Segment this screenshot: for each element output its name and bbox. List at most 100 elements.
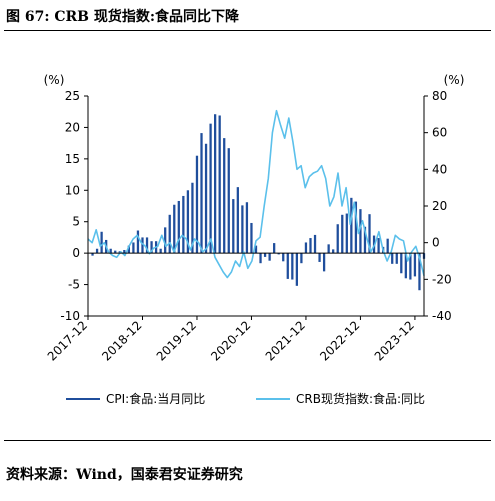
cpi-bar xyxy=(218,115,221,254)
cpi-bar xyxy=(254,245,258,254)
cpi-bar xyxy=(395,253,398,264)
cpi-bar xyxy=(409,253,412,280)
x-tick-label: 2017-12 xyxy=(45,318,90,363)
cpi-bar xyxy=(136,230,140,254)
footer-rule xyxy=(4,440,491,441)
cpi-bar xyxy=(304,242,308,254)
cpi-bar xyxy=(341,214,344,254)
cpi-bar xyxy=(132,242,135,254)
cpi-bar-series xyxy=(91,114,426,291)
cpi-bar xyxy=(200,133,203,254)
right-tick-label: 80 xyxy=(432,89,447,103)
crb-line xyxy=(87,109,425,279)
cpi-bar xyxy=(245,202,249,254)
cpi-bar xyxy=(173,204,176,254)
cpi-bar xyxy=(322,253,326,272)
cpi-bar xyxy=(345,213,348,254)
left-axis-ticks: -10 -5 0 5 10 15 20 25 xyxy=(60,89,88,323)
legend-item-crb: CRB现货指数:食品:同比 xyxy=(256,390,425,407)
legend-label-crb: CRB现货指数:食品:同比 xyxy=(296,392,426,406)
cpi-bar xyxy=(268,253,271,261)
x-tick-label: 2020-12 xyxy=(208,318,253,363)
x-tick-label: 2022-12 xyxy=(317,318,362,363)
cpi-bar xyxy=(263,253,267,257)
crb-line-series xyxy=(87,109,425,279)
cpi-bar xyxy=(227,148,230,254)
cpi-bar xyxy=(195,155,199,254)
cpi-bar xyxy=(123,250,126,254)
right-tick-label: 60 xyxy=(432,126,447,140)
cpi-bar xyxy=(404,253,407,279)
cpi-bar xyxy=(332,249,335,254)
cpi-bar xyxy=(182,195,185,254)
cpi-bar xyxy=(368,214,371,254)
x-tick-label: 2021-12 xyxy=(263,318,308,363)
x-tick-label: 2023-12 xyxy=(372,318,417,363)
cpi-bar xyxy=(291,253,294,280)
cpi-bar xyxy=(186,190,190,254)
cpi-bar xyxy=(300,253,303,264)
left-tick-label: 25 xyxy=(65,89,80,103)
cpi-bar xyxy=(191,182,194,254)
x-axis-ticks: 2017-12 2018-12 2019-12 2020-12 2021-12 2022-… xyxy=(45,316,417,364)
cpi-bar xyxy=(241,205,244,254)
cpi-bar xyxy=(273,243,276,254)
cpi-bar xyxy=(259,253,262,264)
cpi-bar xyxy=(354,201,358,254)
figure-title: 图 67: CRB 现货指数:食品同比下降 xyxy=(6,9,240,25)
cpi-bar xyxy=(127,245,130,254)
cpi-bar xyxy=(418,253,421,291)
cpi-bar xyxy=(209,123,212,254)
left-tick-label: 15 xyxy=(65,152,80,166)
cpi-bar xyxy=(277,253,280,255)
left-tick-label: 20 xyxy=(65,120,80,134)
cpi-bar xyxy=(327,244,330,254)
cpi-bar xyxy=(177,200,180,254)
cpi-bar xyxy=(100,231,103,254)
legend-swatch-crb xyxy=(256,397,290,400)
left-axis-unit: (%) xyxy=(44,73,65,87)
x-tick-label: 2019-12 xyxy=(154,318,199,363)
right-tick-label: 0 xyxy=(432,236,440,250)
legend-label-cpi: CPI:食品:当月同比 xyxy=(106,392,206,406)
cpi-bar xyxy=(141,237,144,254)
left-tick-label: -10 xyxy=(60,309,80,323)
source-note: 资料来源：Wind，国泰君安证券研究 xyxy=(6,467,243,483)
cpi-bar xyxy=(223,138,226,254)
cpi-bar xyxy=(359,209,362,254)
cpi-bar xyxy=(309,238,312,254)
cpi-bar xyxy=(391,253,394,264)
cpi-bar xyxy=(109,248,112,254)
cpi-bar xyxy=(168,214,171,254)
cpi-bar xyxy=(91,253,94,256)
left-tick-label: 5 xyxy=(72,215,80,229)
right-axis-unit: (%) xyxy=(444,73,465,87)
cpi-bar xyxy=(295,253,298,286)
cpi-bar xyxy=(236,187,239,254)
cpi-bar xyxy=(159,248,162,254)
cpi-bar xyxy=(214,114,217,254)
cpi-bar xyxy=(350,197,353,254)
cpi-bar xyxy=(95,248,99,254)
cpi-bar xyxy=(114,250,117,254)
legend: CPI:食品:当月同比 CRB现货指数:食品:同比 xyxy=(0,390,495,410)
cpi-bar xyxy=(286,253,289,279)
cpi-bar xyxy=(377,238,380,254)
left-tick-label: -5 xyxy=(68,278,80,292)
cpi-bar xyxy=(204,143,208,254)
x-tick-label: 2018-12 xyxy=(99,318,144,363)
cpi-bar xyxy=(250,222,253,254)
right-tick-label: -20 xyxy=(432,272,452,286)
left-tick-label: 0 xyxy=(72,246,80,260)
cpi-bar xyxy=(386,238,389,254)
cpi-bar xyxy=(318,253,321,262)
title-rule xyxy=(4,30,491,31)
left-tick-label: 10 xyxy=(65,183,80,197)
right-tick-label: -40 xyxy=(432,309,452,323)
cpi-bar xyxy=(336,224,339,254)
right-tick-label: 20 xyxy=(432,199,447,213)
cpi-bar xyxy=(400,253,403,274)
cpi-bar xyxy=(282,253,285,262)
cpi-bar xyxy=(145,237,149,254)
